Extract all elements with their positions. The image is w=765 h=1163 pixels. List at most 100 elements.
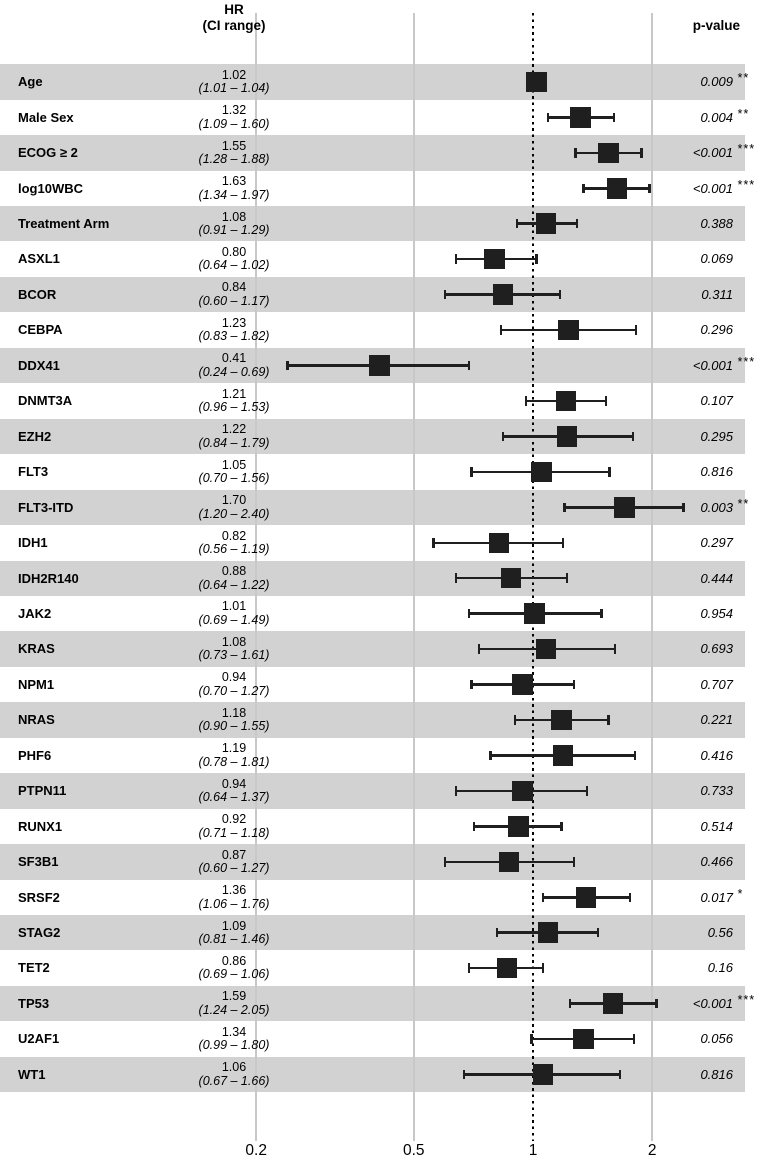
variable-label: DDX41	[18, 357, 60, 373]
ci-range: (1.09 – 1.60)	[198, 116, 270, 131]
ci-cap-high	[558, 289, 562, 300]
row-band	[0, 773, 745, 809]
variable-label: NRAS	[18, 712, 55, 728]
ci-cap-low	[443, 857, 447, 867]
hr-header-line2: (CI range)	[202, 18, 266, 33]
p-value: 0.003	[700, 499, 733, 515]
variable-label: PTPN11	[18, 783, 67, 799]
variable-label: JAK2	[18, 605, 52, 621]
ci-cap-high	[596, 927, 600, 938]
variable-label: KRAS	[18, 641, 55, 657]
ci-cap-high	[585, 786, 589, 796]
ci-range: (0.60 – 1.27)	[198, 861, 270, 876]
hr-ci-cell: 1.08 (0.73 – 1.61)	[149, 635, 319, 663]
variable-label: TET2	[18, 960, 50, 976]
ci-cap-low	[286, 360, 289, 371]
hr-ci-cell: 1.34 (0.99 – 1.80)	[149, 1025, 319, 1053]
ci-cap-low	[501, 431, 505, 442]
hr-ci-cell: 1.22 (0.84 – 1.79)	[149, 423, 319, 450]
ci-cap-high	[572, 857, 576, 867]
ci-cap-high	[640, 148, 643, 158]
hr-ci-cell: 0.82 (0.56 – 1.19)	[149, 529, 319, 557]
hr-ci-cell: 1.23 (0.83 – 1.82)	[149, 316, 319, 344]
ci-range: (1.28 – 1.88)	[198, 152, 270, 167]
significance-stars: ***	[737, 354, 755, 369]
hr-ci-cell: 1.36 (1.06 – 1.76)	[149, 884, 319, 911]
variable-label: Age	[18, 74, 43, 90]
variable-label: CEBPA	[18, 322, 63, 338]
hr-point-marker	[570, 107, 591, 128]
hr-value: 0.94	[221, 776, 247, 791]
p-value: 0.16	[707, 960, 733, 976]
hr-point-marker	[614, 497, 635, 518]
hr-value: 1.06	[221, 1060, 247, 1075]
variable-label: SRSF2	[18, 889, 60, 905]
ci-cap-low	[563, 502, 566, 513]
hr-point-marker	[556, 426, 578, 447]
p-value: 0.816	[700, 464, 733, 480]
variable-label: FLT3-ITD	[18, 499, 74, 515]
hr-ci-cell: 0.84 (0.60 – 1.17)	[149, 281, 319, 308]
table-row: FLT3 1.05 (0.70 – 1.56) 0.816	[0, 454, 765, 489]
hr-column-header: HR (CI range)	[149, 2, 319, 34]
variable-label: ECOG ≥ 2	[18, 145, 78, 161]
hr-header-line1: HR	[224, 2, 244, 17]
ci-cap-low	[582, 183, 585, 194]
hr-point-marker	[500, 567, 522, 589]
row-band	[0, 915, 745, 951]
ci-range: (0.91 – 1.29)	[198, 223, 270, 237]
hr-point-marker	[512, 674, 533, 695]
hr-point-marker	[484, 248, 505, 270]
ci-cap-high	[561, 538, 565, 548]
ci-cap-high	[655, 998, 658, 1009]
significance-stars: **	[737, 106, 749, 121]
ci-range: (0.96 – 1.53)	[198, 400, 270, 415]
ci-range: (0.60 – 1.17)	[198, 293, 270, 308]
variable-label: STAG2	[18, 925, 61, 940]
variable-label: Male Sex	[18, 109, 74, 125]
p-value: 0.004	[700, 109, 733, 125]
p-value: 0.56	[707, 925, 733, 940]
hr-ci-cell: 1.21 (0.96 – 1.53)	[149, 387, 319, 415]
ci-cap-low	[574, 148, 577, 158]
variable-label: SF3B1	[18, 854, 59, 870]
p-value: 0.954	[700, 605, 733, 621]
hr-value: 1.18	[221, 705, 247, 720]
hr-value: 0.86	[221, 953, 247, 968]
hr-ci-cell: 1.09 (0.81 – 1.46)	[149, 919, 319, 947]
hr-value: 0.92	[221, 812, 247, 827]
ci-cap-high	[604, 396, 608, 406]
ci-cap-high	[607, 715, 610, 725]
table-row: SF3B1 0.87 (0.60 – 1.27) 0.466	[0, 844, 765, 879]
row-band	[0, 702, 745, 738]
ci-cap-high	[682, 502, 685, 513]
ci-cap-low	[432, 538, 435, 548]
hr-value: 1.70	[221, 493, 247, 508]
ci-cap-high	[600, 608, 603, 619]
ci-range: (0.56 – 1.19)	[198, 542, 270, 557]
table-row: KRAS 1.08 (0.73 – 1.61) 0.693	[0, 631, 765, 666]
p-value: 0.466	[700, 854, 733, 870]
hr-value: 1.22	[221, 422, 247, 437]
table-row: NPM1 0.94 (0.70 – 1.27) 0.707	[0, 667, 765, 702]
hr-value: 1.19	[221, 741, 247, 756]
hr-value: 0.84	[221, 280, 247, 295]
hr-value: 1.08	[221, 209, 247, 224]
ci-cap-low	[568, 998, 572, 1009]
hr-point-marker	[606, 178, 628, 199]
variable-label: RUNX1	[18, 818, 63, 834]
hr-ci-cell: 1.06 (0.67 – 1.66)	[149, 1061, 319, 1088]
p-value: 0.416	[700, 747, 733, 763]
table-row: IDH1 0.82 (0.56 – 1.19) 0.297	[0, 525, 765, 560]
variable-label: IDH2R140	[18, 570, 79, 586]
variable-label: log10WBC	[18, 180, 83, 196]
hr-value: 1.01	[221, 599, 247, 614]
row-band	[0, 631, 745, 667]
p-value: 0.221	[700, 712, 733, 728]
hr-point-marker	[524, 603, 545, 624]
table-row: PHF6 1.19 (0.78 – 1.81) 0.416	[0, 738, 765, 773]
p-value: 0.009	[700, 74, 733, 90]
table-row: PTPN11 0.94 (0.64 – 1.37) 0.733	[0, 773, 765, 808]
